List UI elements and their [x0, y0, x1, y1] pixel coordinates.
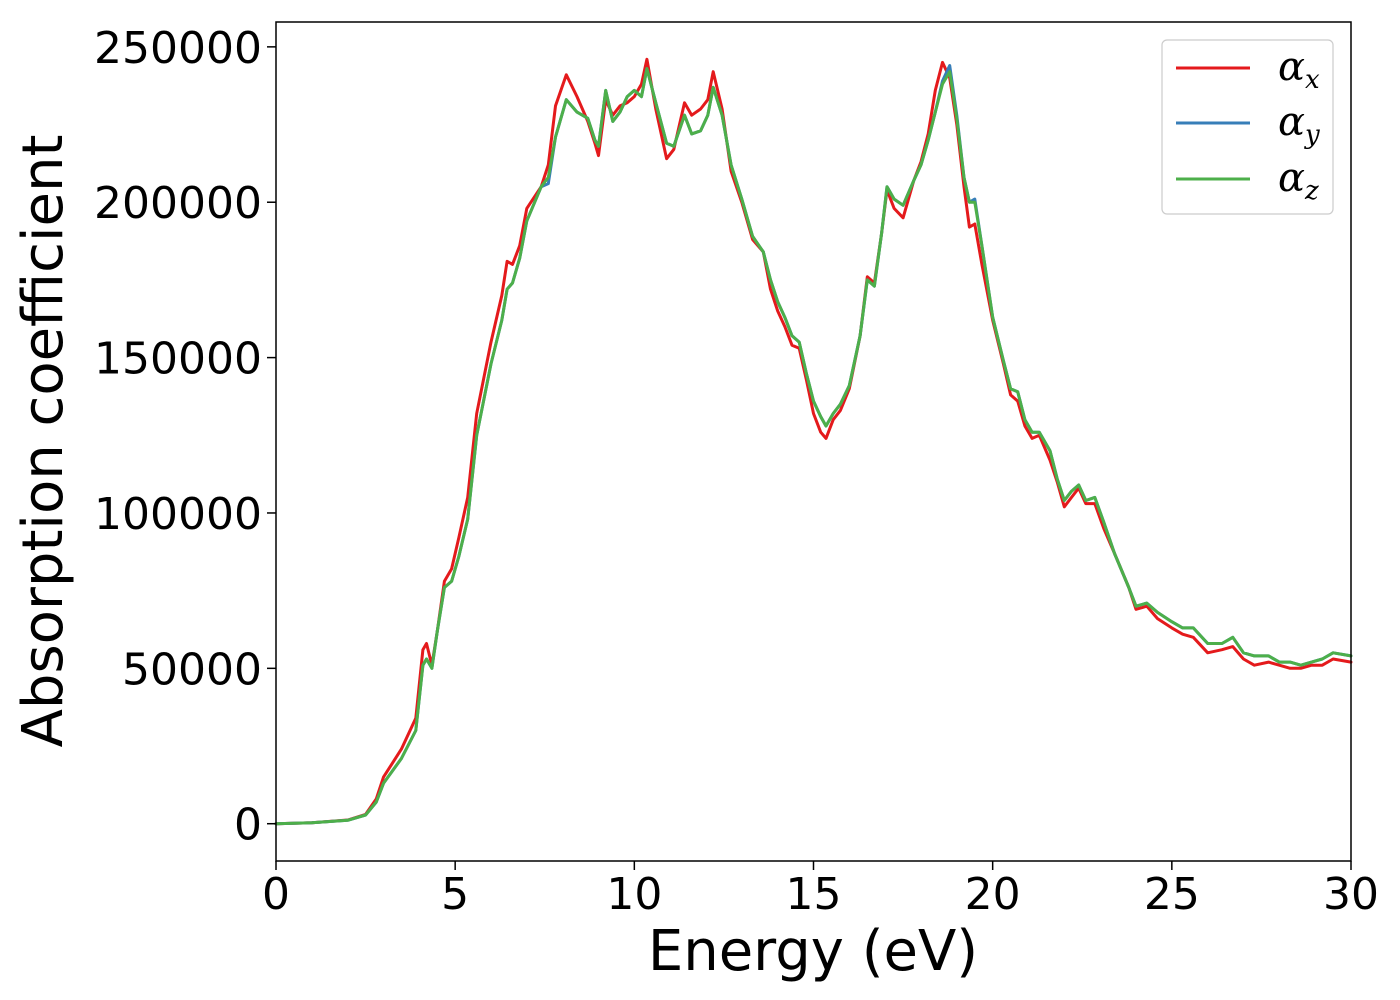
- series-line-z: [274, 67, 1353, 826]
- y-axis-ticks: 0 50000 100000 150000 200000 250000: [94, 23, 276, 851]
- y-axis-title: Absorption coefficient: [11, 135, 76, 748]
- x-tick-label: 15: [786, 869, 842, 920]
- y-tick-label: 250000: [94, 23, 262, 74]
- x-axis-title: Energy (eV): [648, 919, 978, 984]
- y-tick-label: 0: [234, 800, 262, 851]
- x-tick-label: 10: [606, 869, 662, 920]
- x-axis-ticks: 0 5 10 15 20 25 30: [262, 861, 1379, 920]
- x-tick-label: 25: [1144, 869, 1200, 920]
- y-tick-label: 100000: [94, 489, 262, 540]
- y-tick-label: 150000: [94, 334, 262, 385]
- y-tick-label: 50000: [122, 644, 262, 695]
- x-tick-label: 30: [1323, 869, 1379, 920]
- series-layer: [274, 57, 1353, 826]
- x-tick-label: 20: [965, 869, 1021, 920]
- x-tick-label: 0: [262, 869, 290, 920]
- y-tick-label: 200000: [94, 178, 262, 229]
- x-tick-label: 5: [441, 869, 469, 920]
- legend-box: [1161, 39, 1334, 215]
